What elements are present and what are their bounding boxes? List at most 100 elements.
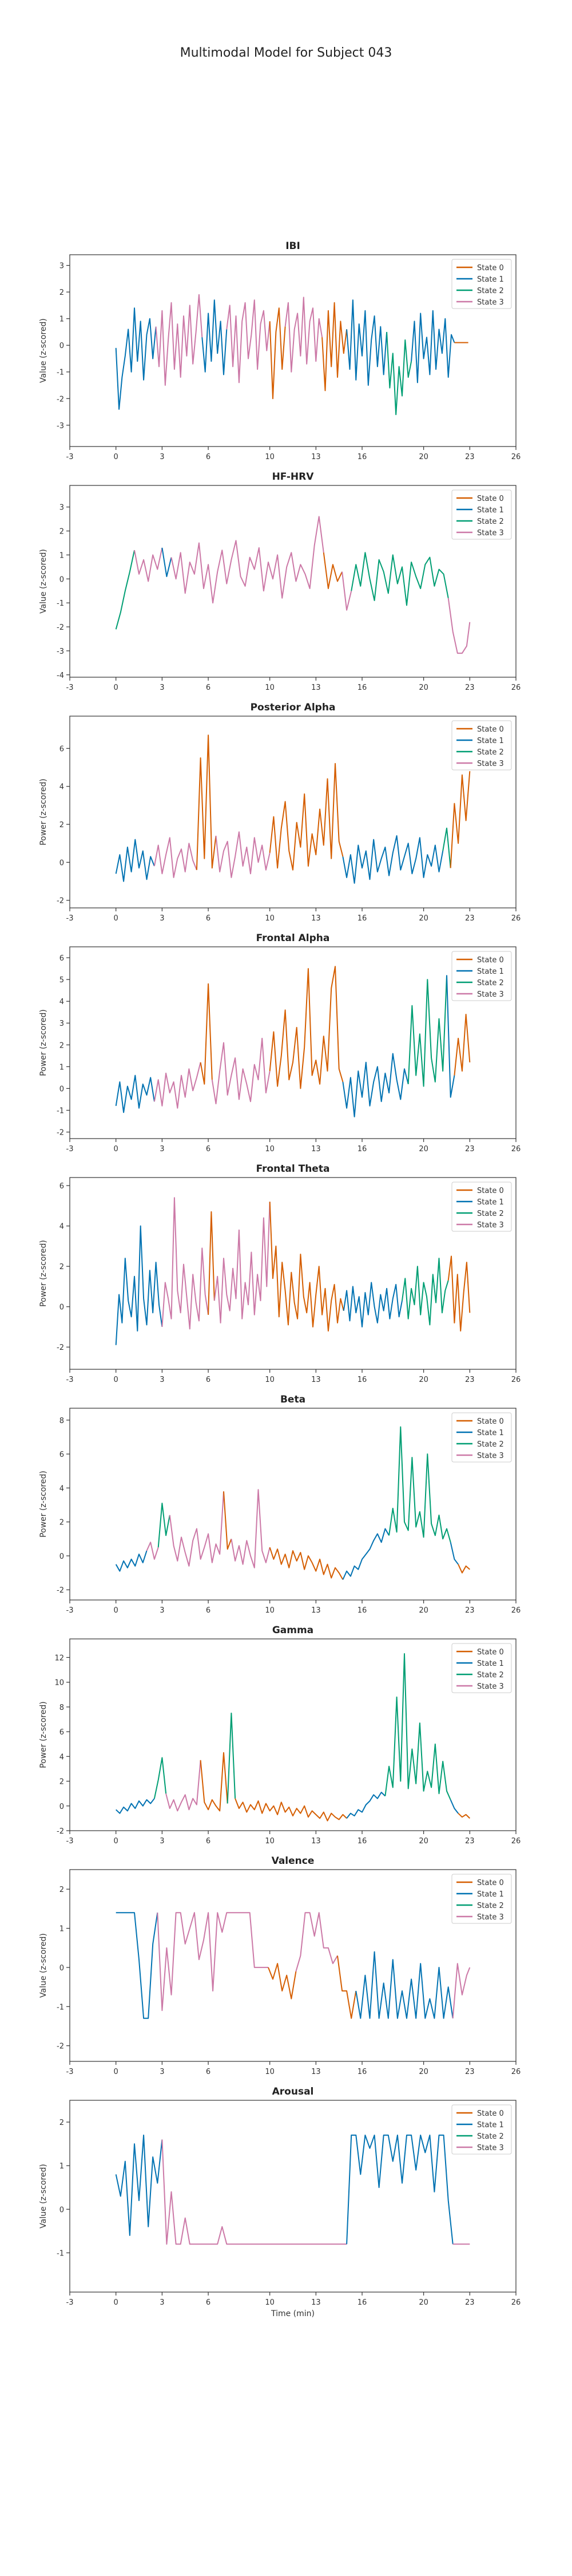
panel-5-legend-label-0: State 0: [477, 1187, 504, 1195]
panel-2-ytick-label: 0: [59, 575, 64, 584]
panel-3-xtick-label: 20: [419, 914, 428, 923]
panel-2-series-state-0-seg-5: [323, 552, 343, 590]
panel-7-series-state-1-seg-9: [450, 1799, 459, 1814]
panel-7-series-state-0-seg-4: [200, 1752, 228, 1812]
panel-8-legend-label-0: State 0: [477, 1879, 504, 1887]
panel-5-xtick-label: 6: [206, 1376, 210, 1384]
panel-2-series-state-3-seg-6: [341, 571, 352, 611]
panel-3-xtick-label: 16: [357, 914, 367, 923]
panel-7-series-state-2-seg-5: [227, 1712, 236, 1804]
panel-6-series-state-3-seg-6: [231, 1489, 271, 1568]
panel-9-legend-label-0: State 0: [477, 2109, 504, 2118]
panel-1-xtick-label: 3: [160, 453, 164, 461]
panel-3-xtick-label: 26: [511, 914, 521, 923]
panel-3-series-state-3-seg-2: [153, 837, 197, 878]
panel-5-xtick-label: 0: [114, 1376, 118, 1384]
panel-4-xtick-label: 10: [265, 1145, 275, 1153]
panel-2-legend-label-0: State 0: [477, 495, 504, 503]
panel-5-series-state-0-seg-5: [269, 1202, 344, 1332]
panel-1-xtick-label: 6: [206, 453, 210, 461]
panel-2-series-state-3-seg-8: [447, 598, 471, 654]
panel-9-ytick-label: 2: [59, 2119, 64, 2127]
panel-1-frame: [69, 254, 517, 447]
panel-5-xtick-label: 10: [265, 1376, 275, 1384]
panel-4-series-state-3-seg-4: [211, 1037, 271, 1105]
panel-5-series-state-3-seg-4: [213, 1202, 271, 1323]
panel-6-legend-label-3: State 3: [477, 1452, 504, 1460]
panel-3-series-state-2-seg-7: [442, 827, 451, 868]
panel-6-title: Beta: [280, 1394, 305, 1405]
panel-7-ytick-label: 6: [59, 1728, 64, 1737]
panel-8-legend-label-3: State 3: [477, 1913, 504, 1922]
panel-8-series-state-3-seg-4: [295, 1912, 338, 1972]
panel-5-ytick-label: 6: [59, 1182, 64, 1191]
panel-7-ytick-label: 8: [59, 1704, 64, 1712]
panel-6-ytick-label: 8: [59, 1417, 64, 1425]
panel-9-legend-box: [451, 2104, 512, 2155]
panel-6-ytick-label: 2: [59, 1519, 64, 1527]
panel-1-series-state-3-seg-2: [155, 294, 203, 386]
panel-9-legend-label-2: State 2: [477, 2132, 504, 2141]
panel-4-ytick-label: -2: [57, 1129, 64, 1137]
panel-6-series-state-0-seg-7: [269, 1547, 344, 1580]
panel-5-title: Frontal Theta: [256, 1163, 330, 1175]
panel-1-legend-label-1: State 1: [477, 275, 504, 284]
panel-8-ytick-label: 2: [59, 1886, 64, 1894]
panel-5-ytick-label: 0: [59, 1303, 64, 1312]
panel-1-ytick-label: 0: [59, 342, 64, 350]
panel-5-series-state-0-seg-8: [447, 1255, 471, 1332]
panel-5-series-state-3-seg-2: [161, 1197, 209, 1330]
panel-5-series-state-1-seg-6: [343, 1282, 403, 1327]
panel-2-legend-box: [451, 489, 512, 540]
panel-6-series-state-3-seg-4: [169, 1491, 224, 1567]
panel-7-xtick-label: 13: [311, 1837, 321, 1846]
panel-6-series-state-0-seg-5: [223, 1491, 232, 1550]
panel-3-ytick-label: -2: [57, 897, 64, 906]
panel-5-xtick-label: -3: [66, 1376, 74, 1384]
panel-8-ytick-label: -1: [57, 2003, 64, 2012]
panel-4-series-state-3-seg-2: [153, 1062, 201, 1109]
panel-2-ylabel: Value (z-scored): [39, 549, 48, 614]
panel-7-ytick-label: 2: [59, 1778, 64, 1787]
panel-2-xtick-label: 13: [311, 683, 321, 692]
panel-2-series-state-3-seg-2: [134, 547, 163, 582]
panel-9-xtick-label: 3: [160, 2298, 164, 2307]
panel-1-legend-label-2: State 2: [477, 287, 504, 295]
panel-9-xtick-label: 23: [465, 2298, 475, 2307]
panel-7-xtick-label: 6: [206, 1837, 210, 1846]
panel-4-xtick-label: 26: [511, 1145, 521, 1153]
panel-9-xtick-label: 0: [114, 2298, 118, 2307]
panel-3-xtick-label: 3: [160, 914, 164, 923]
panel-7-xtick-label: 26: [511, 1837, 521, 1846]
panel-9-ytick-label: 1: [59, 2162, 64, 2171]
panel-4-ytick-label: 1: [59, 1063, 64, 1072]
panel-6-xtick-label: 0: [114, 1606, 118, 1615]
panel-1-series-state-0-seg-7: [321, 302, 348, 392]
panel-5-xtick-label: 20: [419, 1376, 428, 1384]
panel-7-ytick-label: 10: [54, 1679, 64, 1688]
panel-1-xtick-label: 16: [357, 453, 367, 461]
panel-6-xtick-label: 23: [465, 1606, 475, 1615]
panel-6-xtick-label: 26: [511, 1606, 521, 1615]
panel-7-xtick-label: -3: [66, 1837, 74, 1846]
panel-3-series-state-1-seg-6: [342, 835, 444, 884]
panel-8-xtick-label: 23: [465, 2068, 475, 2076]
panel-3-series-state-0-seg-8: [450, 771, 471, 868]
panel-3-ytick-label: 4: [59, 783, 64, 792]
panel-4-ytick-label: 5: [59, 976, 64, 985]
panel-5-legend-box: [451, 1182, 512, 1232]
panel-9-xtick-label: 6: [206, 2298, 210, 2307]
panel-8-legend-label-1: State 1: [477, 1890, 504, 1899]
panel-4-series-state-2-seg-7: [407, 975, 447, 1087]
panel-5-ytick-label: -2: [57, 1344, 64, 1352]
panel-4-xtick-label: 3: [160, 1145, 164, 1153]
panel-8-xtick-label: 10: [265, 2068, 275, 2076]
panel-7-series-state-2-seg-8: [384, 1653, 451, 1800]
panel-2-ytick-label: -3: [57, 647, 64, 656]
panel-4-xtick-label: 20: [419, 1145, 428, 1153]
panel-4-ylabel: Power (z-scored): [39, 1009, 48, 1076]
panel-1-series-state-3-seg-6: [284, 297, 323, 373]
panel-4-legend-label-3: State 3: [477, 990, 504, 999]
panel-8-ytick-label: -2: [57, 2042, 64, 2051]
